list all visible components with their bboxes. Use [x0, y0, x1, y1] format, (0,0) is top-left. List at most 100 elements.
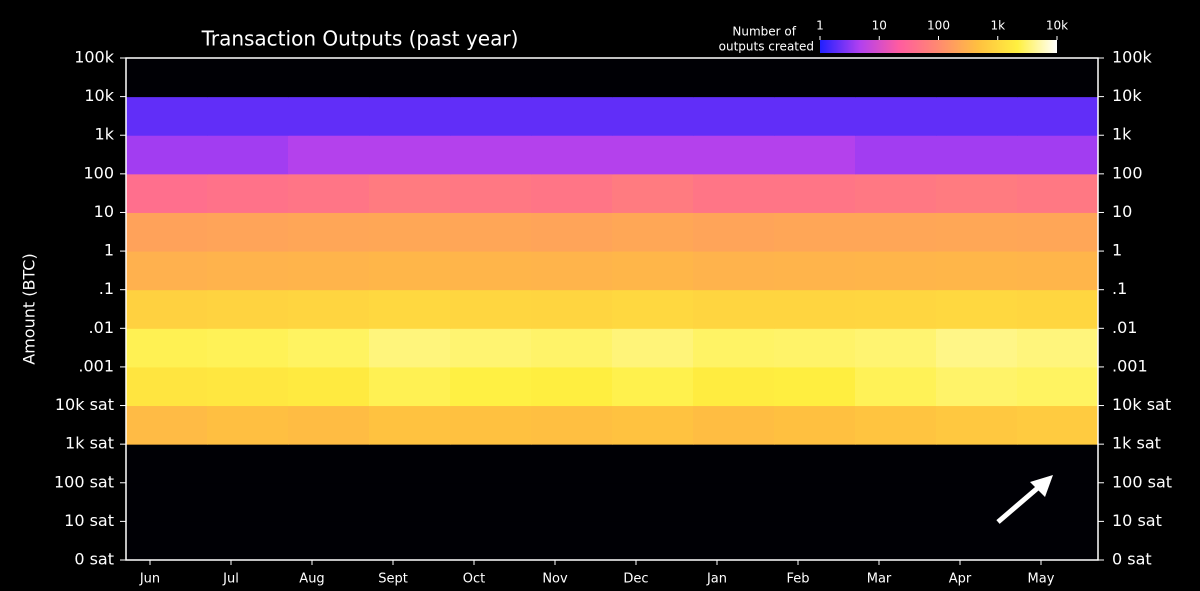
heatmap-cell: [288, 366, 370, 407]
heatmap-cell: [531, 289, 613, 329]
heatmap-cell: [369, 96, 451, 136]
heatmap-cell: [450, 96, 532, 136]
heatmap-cell: [369, 521, 451, 561]
heatmap-cell: [1017, 405, 1099, 445]
x-tick-label: Sept: [378, 572, 408, 587]
heatmap-cell: [1017, 96, 1099, 136]
heatmap-cell: [450, 405, 532, 445]
y-axis-label: Amount (BTC): [20, 253, 39, 364]
heatmap-cell: [693, 173, 775, 213]
heatmap-cell: [612, 251, 694, 291]
heatmap-cell: [1017, 328, 1099, 368]
x-tick-label: Jul: [222, 572, 239, 587]
heatmap-cell: [207, 405, 289, 445]
heatmap-cell: [1017, 289, 1099, 329]
heatmap-cell: [774, 212, 856, 252]
x-tick-label: Oct: [463, 572, 485, 587]
heatmap-cell: [207, 482, 289, 522]
heatmap-cell: [126, 251, 208, 291]
heatmap-cell: [126, 58, 208, 98]
x-tick-label: Apr: [949, 572, 972, 587]
heatmap-cell: [774, 366, 856, 407]
heatmap-cell: [288, 58, 370, 98]
heatmap-cell: [369, 444, 451, 484]
heatmap-cell: [1017, 521, 1099, 561]
colorbar-tick-label: 10: [872, 19, 887, 33]
heatmap-cell: [693, 328, 775, 368]
heatmap-cell: [855, 173, 937, 213]
y-tick-label-right: 10k sat: [1112, 395, 1171, 414]
heatmap-cell: [693, 251, 775, 291]
heatmap-cell: [531, 96, 613, 136]
heatmap-cell: [207, 521, 289, 561]
annotation-arrow: [996, 475, 1053, 524]
heatmap-cell: [531, 173, 613, 213]
chart-title: Transaction Outputs (past year): [201, 27, 519, 51]
heatmap-cell: [126, 521, 208, 561]
y-tick-label: 1k: [95, 125, 115, 144]
heatmap-cell: [531, 212, 613, 252]
heatmap-cell: [936, 58, 1018, 98]
heatmap-cell: [855, 96, 937, 136]
heatmap-cell: [531, 135, 613, 175]
x-tick-label: Feb: [786, 572, 809, 587]
heatmap-cell: [936, 521, 1018, 561]
heatmap-cell: [288, 444, 370, 484]
heatmap-cell: [531, 328, 613, 368]
y-tick-label-right: 1k: [1112, 125, 1132, 144]
heatmap-cell: [936, 251, 1018, 291]
heatmap-cell: [450, 58, 532, 98]
heatmap-cell: [612, 58, 694, 98]
heatmap-cell: [612, 482, 694, 522]
heatmap-cell: [126, 135, 208, 175]
y-tick-label-right: .01: [1112, 318, 1137, 337]
heatmap-cell: [855, 212, 937, 252]
heatmap-cell: [369, 135, 451, 175]
heatmap-cell: [774, 482, 856, 522]
heatmap-cell: [207, 289, 289, 329]
heatmap-cell: [531, 366, 613, 407]
heatmap-cell: [1017, 444, 1099, 484]
plot-frame: [125, 57, 1099, 561]
heatmap-cell: [774, 58, 856, 98]
heatmap-cell: [288, 96, 370, 136]
heatmap-cell: [936, 135, 1018, 175]
heatmap-cell: [774, 135, 856, 175]
heatmap-cell: [1017, 366, 1099, 407]
x-tick-label: Aug: [299, 572, 324, 587]
heatmap-cell: [207, 328, 289, 368]
heatmap-cell: [369, 328, 451, 368]
y-tick-label-right: 100: [1112, 163, 1143, 182]
heatmap-cell: [126, 212, 208, 252]
heatmap-cell: [774, 251, 856, 291]
heatmap-cell: [369, 212, 451, 252]
x-tick-label: Dec: [623, 572, 648, 587]
heatmap-cell: [855, 521, 937, 561]
heatmap-cell: [369, 251, 451, 291]
heatmap-cell: [936, 212, 1018, 252]
heatmap-cell: [693, 289, 775, 329]
x-tick-label: Nov: [542, 572, 568, 587]
heatmap-cell: [450, 212, 532, 252]
y-tick-label-right: 100 sat: [1112, 472, 1172, 491]
heatmap-cell: [207, 251, 289, 291]
heatmap-cell: [693, 212, 775, 252]
heatmap-cell: [288, 173, 370, 213]
heatmap-cell: [450, 173, 532, 213]
heatmap-cell: [369, 366, 451, 407]
heatmap-cell: [936, 444, 1018, 484]
heatmap-cell: [693, 96, 775, 136]
heatmap-cell: [1017, 212, 1099, 252]
heatmap-cell: [855, 405, 937, 445]
heatmap-cell: [126, 289, 208, 329]
heatmap-cell: [936, 289, 1018, 329]
heatmap-cell: [855, 58, 937, 98]
arrow-shaft: [996, 484, 1042, 524]
y-tick-label: .1: [99, 279, 114, 298]
heatmap-cell: [531, 405, 613, 445]
heatmap-cell: [936, 405, 1018, 445]
heatmap-cell: [450, 289, 532, 329]
heatmap-cell: [693, 482, 775, 522]
y-tick-label: 10 sat: [64, 511, 114, 530]
